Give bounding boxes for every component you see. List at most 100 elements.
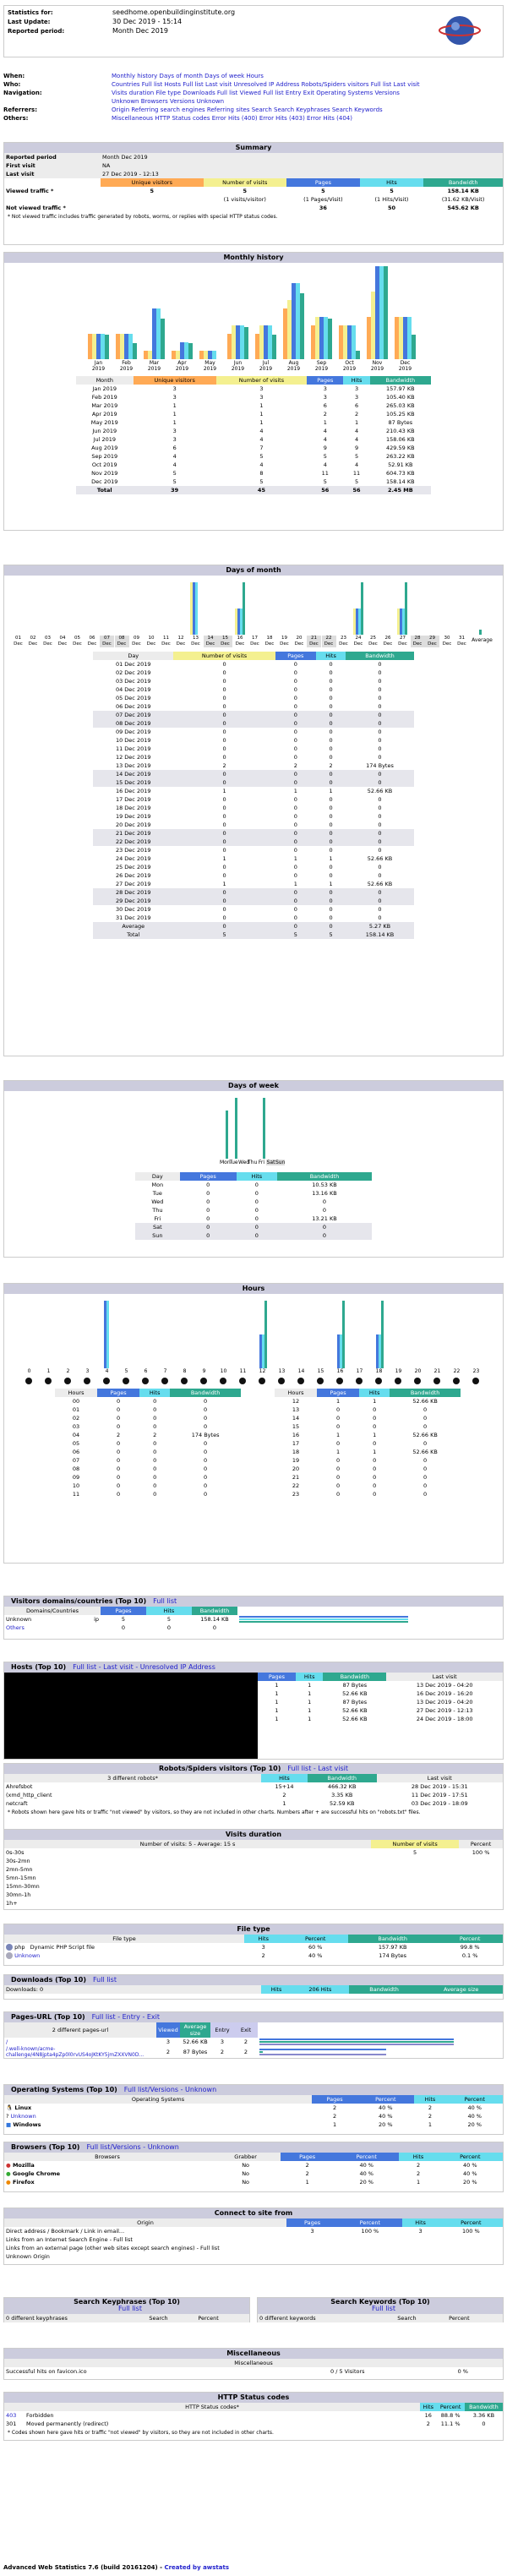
days-of-month-title: Days of month: [4, 565, 503, 576]
pagesurl-row-0-bar-viewed: [259, 2038, 454, 2040]
misc-table: Miscellaneous Successful hits on favicon…: [4, 2359, 503, 2376]
dow-cell: 0: [254, 1207, 259, 1214]
hours-am-cell: 0: [116, 1457, 121, 1464]
downloads-full-list-link[interactable]: Full list: [92, 1976, 117, 1984]
monthly-bar: [232, 325, 236, 359]
hours-pm-cell: 0: [373, 1457, 377, 1464]
dom-row: 11 Dec 2019 0 0 0 0: [93, 745, 414, 753]
monthly-cell: 3: [354, 394, 359, 401]
dom-cell: 0: [329, 805, 333, 811]
origin-cell: Unknown Origin: [6, 2253, 50, 2260]
dom-cell: 0: [378, 771, 382, 778]
dom-row: 27 Dec 2019 1 1 1 52.66 KB: [93, 880, 414, 888]
origin-cell: 100 %: [461, 2228, 480, 2235]
countries-full-list-link[interactable]: Full list: [153, 1597, 177, 1605]
monthly-bar: [283, 308, 287, 359]
keywords-full-list-link[interactable]: Full list: [372, 2305, 395, 2312]
dow-cell: Tue: [152, 1190, 162, 1197]
monthly-cell: 5: [259, 453, 264, 460]
hosts-col-last-visit: Last visit: [386, 1673, 503, 1681]
monthly-cell: 5: [354, 453, 359, 460]
browser-firefox-hits-pct: 20 %: [463, 2179, 477, 2186]
dom-cell: 0: [293, 754, 297, 761]
hours-am-cell: 07: [72, 1457, 80, 1464]
dom-cell: 1: [222, 788, 226, 794]
keyphrases-sub: 0 different keyphrases: [4, 2314, 148, 2322]
pagesurl-links[interactable]: Full list - Entry - Exit: [91, 2013, 161, 2021]
dom-x-label: 29 Dec: [425, 636, 439, 647]
nav-others-links[interactable]: Miscellaneous HTTP Status codes Error Hi…: [112, 115, 352, 122]
os-col-pages: Pages: [312, 2095, 358, 2104]
dom-cell: 0: [293, 872, 297, 879]
nav-navigation-links[interactable]: Visits duration File type Downloads Full…: [112, 90, 400, 96]
pagesurl-row-0-entry: 3: [220, 2038, 225, 2045]
monthly-cell: 4: [259, 428, 264, 434]
dom-cell: 0: [293, 712, 297, 718]
hosts-section: Hosts (Top 10) Full list - Last visit - U…: [3, 1662, 504, 1760]
monthly-cell: 3: [172, 394, 177, 401]
dom-cell: 0: [329, 745, 333, 752]
os-links[interactable]: Full list/Versions - Unknown: [123, 2086, 217, 2093]
dom-cell: 08 Dec 2019: [115, 720, 151, 727]
countries-others-bandwidth: 0: [212, 1624, 217, 1631]
nav-referrers-links[interactable]: Origin Referring search engines Referrin…: [112, 106, 383, 113]
pagesurl-row-0-url[interactable]: /: [6, 2038, 8, 2045]
dom-x-label: 15 Dec: [218, 636, 232, 647]
monthly-col-hits: Hits: [343, 376, 370, 385]
dom-col-bandwidth: Bandwidth: [346, 652, 414, 660]
monthly-bar: [144, 351, 148, 359]
http-403-code[interactable]: 403: [6, 2412, 17, 2419]
dom-bar: [405, 582, 407, 635]
dow-cell: 0: [322, 1207, 327, 1214]
hours-pm-cell: 52.66 KB: [412, 1432, 438, 1438]
countries-others-label[interactable]: Others: [6, 1624, 25, 1631]
pagesurl-row-1-url[interactable]: /.well-known/acme-challenge/4N8jpta4pZp0…: [6, 2046, 144, 2058]
hour-clock-icon: [181, 1378, 188, 1384]
dom-x-label: 01 Dec: [14, 636, 23, 647]
dow-cell: 0: [206, 1198, 210, 1205]
os-unknown-label[interactable]: Unknown: [10, 2113, 36, 2120]
monthly-cell: Feb 2019: [91, 394, 117, 401]
hours-pm-cell: 20: [292, 1465, 300, 1472]
dow-row: Sun 0 0 0: [135, 1231, 372, 1240]
filetype-unknown-label[interactable]: Unknown: [14, 1952, 41, 1959]
keyphrases-full-list-link[interactable]: Full list: [118, 2305, 142, 2312]
dow-cell: 0: [206, 1215, 210, 1222]
downloads-table: Downloads: 0 Hits 206 Hits Bandwidth Ave…: [4, 1985, 503, 1994]
nav-navigation-links-2[interactable]: Unknown Browsers Versions Unknown: [112, 98, 225, 105]
origin-cell: [402, 2244, 439, 2252]
dom-x-label: 28 Dec: [410, 636, 425, 647]
dom-x-label: 09 Dec: [132, 636, 141, 647]
nav-when-links[interactable]: Monthly history Days of month Days of we…: [112, 73, 264, 79]
footer-link[interactable]: Created by awstats: [164, 2564, 230, 2571]
dom-row: 04 Dec 2019 0 0 0 0: [93, 685, 414, 694]
hours-pm-cell: 17: [292, 1440, 300, 1447]
http-col-percent: Percent: [436, 2403, 465, 2411]
awstats-logo-icon[interactable]: [439, 11, 481, 50]
browser-firefox-pages-pct: 20 %: [359, 2179, 373, 2186]
hours-am-col-hours: Hours: [55, 1389, 97, 1397]
dom-cell: 0: [329, 712, 333, 718]
php-file-icon: [6, 1944, 13, 1951]
browser-mozilla-hits-pct: 40 %: [463, 2162, 477, 2169]
duration-cell: 30mn-1h: [6, 1891, 31, 1898]
windows-icon: ■: [6, 2121, 12, 2128]
monthly-cell: 5: [354, 478, 359, 485]
hours-pm-row: 15 0 0 0: [275, 1422, 461, 1431]
hours-x-label: 14: [297, 1368, 305, 1374]
pagesurl-row-1-exit: 2: [243, 2049, 248, 2055]
nav-who-links[interactable]: Countries Full list Hosts Full list Last…: [112, 81, 420, 88]
hosts-links[interactable]: Full list - Last visit - Unresolved IP A…: [73, 1663, 215, 1671]
dom-cell: 0: [378, 914, 382, 921]
browsers-links[interactable]: Full list/Versions - Unknown: [86, 2143, 179, 2151]
dom-x-label: 17 Dec: [250, 636, 259, 647]
origin-title: Connect to site from: [4, 2208, 503, 2219]
countries-section: Visitors domains/countries (Top 10) Full …: [3, 1596, 504, 1640]
dom-cell: 05 Dec 2019: [115, 695, 151, 701]
dow-cell: 0: [254, 1224, 259, 1231]
browsers-col-hits: Hits: [399, 2153, 438, 2161]
monthly-cell: 263.22 KB: [386, 453, 415, 460]
dom-x-label: 24 Dec: [353, 636, 363, 647]
origin-cell: Direct address / Bookmark / Link in emai…: [6, 2228, 125, 2235]
robots-links[interactable]: Full list - Last visit: [287, 1765, 349, 1772]
